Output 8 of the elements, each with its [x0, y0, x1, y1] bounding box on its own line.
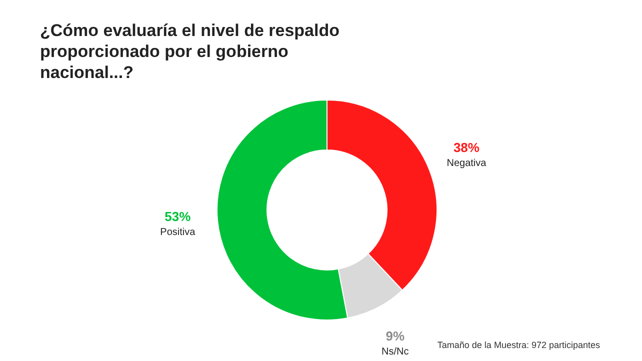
data-label: 53% — [164, 209, 192, 224]
data-label: 38% — [453, 140, 480, 155]
slice-label: Positiva — [160, 227, 196, 238]
slice-label: Ns/Nc — [381, 346, 409, 358]
slice-label: Negativa — [446, 158, 487, 169]
text: Tamaño de la Muestra: 972 participantes — [437, 340, 600, 350]
data-label: 9% — [386, 328, 405, 344]
chart-title: ¿Cómo evaluaría el nivel de respaldo proporcionado por el gobierno nacional...? — [40, 21, 340, 82]
